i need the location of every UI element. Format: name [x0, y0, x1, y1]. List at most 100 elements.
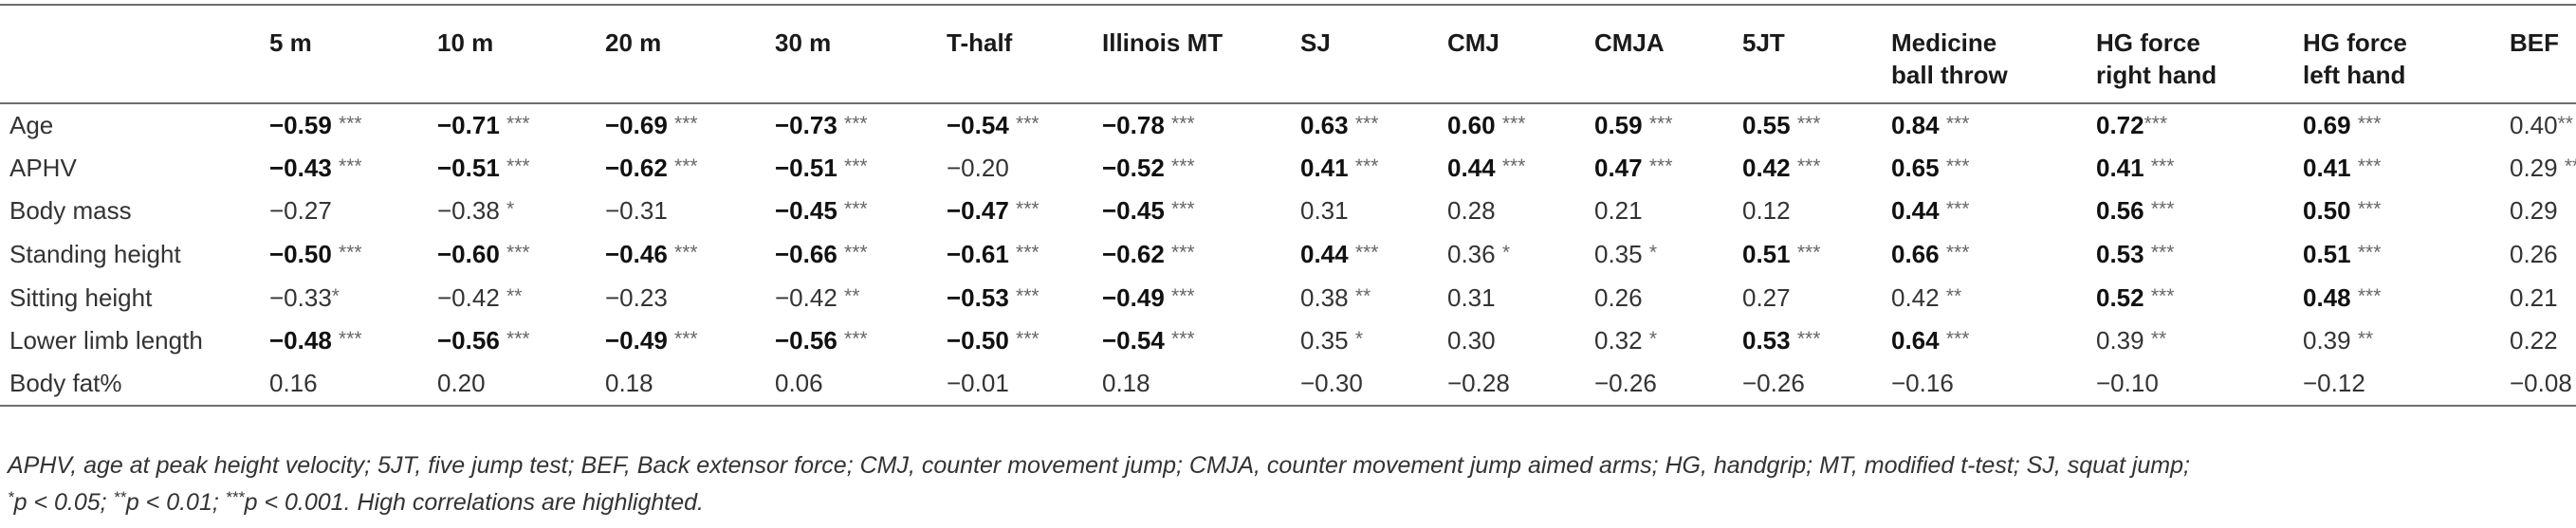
significance-stars: *** — [339, 242, 362, 264]
table-row: Standing height −0.50 *** −0.60 *** −0.46 *… — [0, 233, 2576, 277]
significance-stars: *** — [506, 155, 530, 177]
table-cell: 0.31 — [1447, 276, 1594, 319]
significance-stars: *** — [1354, 242, 1379, 264]
significance-stars: *** — [339, 328, 362, 351]
cell-value: −0.71 — [437, 110, 500, 139]
table-cell: 0.59 *** — [1594, 103, 1742, 147]
significance-stars: *** — [2150, 198, 2175, 221]
table-cell: 0.41 *** — [2303, 147, 2510, 191]
significance-stars: *** — [1796, 328, 1821, 351]
table-cell: −0.62 *** — [605, 147, 775, 191]
significance-stars: *** — [844, 242, 868, 264]
cell-value: 0.20 — [437, 369, 486, 398]
cell-value: 0.60 — [1447, 110, 1496, 139]
table-cell: 0.50 *** — [2303, 190, 2510, 233]
table-cell: 0.69 *** — [2303, 103, 2510, 147]
significance-stars: ** — [2557, 112, 2573, 135]
significance-stars: * — [1354, 328, 1364, 351]
cell-value: 0.31 — [1447, 282, 1496, 312]
table-cell: 0.36 * — [1447, 233, 1594, 277]
footnote-star-2: ** — [113, 488, 126, 506]
table-cell: 0.18 — [605, 363, 775, 407]
column-header-line: 20 m — [605, 28, 662, 57]
cell-value: −0.50 — [947, 326, 1009, 355]
cell-value: 0.40 — [2510, 110, 2558, 139]
significance-stars: * — [1648, 328, 1658, 351]
table-cell: −0.60 *** — [437, 233, 605, 277]
cell-value: −0.54 — [947, 110, 1009, 139]
cell-value: 0.66 — [1891, 240, 1940, 269]
significance-stars: * — [331, 284, 340, 307]
table-cell: −0.56 *** — [775, 319, 947, 363]
table-cell: 0.26 — [1594, 276, 1742, 319]
table-cell: 0.52 *** — [2096, 276, 2303, 319]
table-cell: −0.50 *** — [269, 233, 437, 277]
table-cell: 0.48 *** — [2303, 276, 2510, 319]
column-header: T-half — [947, 5, 1102, 103]
cell-value: 0.44 — [1447, 153, 1496, 182]
row-label: Standing height — [9, 240, 181, 269]
cell-value: 0.21 — [2510, 282, 2558, 312]
cell-value: 0.31 — [1300, 196, 1349, 226]
column-header: Illinois MT — [1102, 5, 1300, 103]
table-cell: −0.01 — [947, 363, 1102, 407]
table-cell: 0.29 — [2510, 190, 2576, 233]
significance-stars: *** — [1171, 198, 1195, 221]
table-cell: 0.20 — [437, 363, 605, 407]
table-cell: 0.22 — [2510, 319, 2576, 363]
cell-value: 0.06 — [775, 369, 823, 398]
significance-stars: ** — [2357, 328, 2374, 351]
significance-stars: *** — [844, 112, 868, 135]
cell-value: 0.22 — [2510, 326, 2558, 355]
table-cell: 0.44 *** — [1300, 233, 1447, 277]
cell-value: 0.29 — [2510, 196, 2558, 226]
cell-value: −0.01 — [947, 369, 1009, 398]
table-cell: −0.53 *** — [947, 276, 1102, 319]
significance-stars: *** — [1171, 155, 1195, 177]
significance-stars: ** — [1354, 284, 1371, 307]
cell-value: −0.73 — [775, 110, 837, 139]
table-cell: −0.56 *** — [437, 319, 605, 363]
cell-value: −0.52 — [1102, 153, 1165, 182]
table-cell: −0.78 *** — [1102, 103, 1300, 147]
table-cell: −0.26 — [1742, 363, 1891, 407]
cell-value: −0.27 — [269, 196, 332, 226]
cell-value: −0.12 — [2303, 369, 2365, 398]
significance-stars: *** — [2357, 242, 2382, 264]
significance-stars: *** — [844, 328, 868, 351]
row-label: Age — [9, 110, 54, 139]
table-cell: −0.30 — [1300, 363, 1447, 407]
corner-cell — [0, 5, 269, 103]
footnote-p2: p < 0.01; — [125, 489, 226, 516]
cell-value: −0.47 — [947, 196, 1009, 226]
column-header-line: left hand — [2303, 61, 2406, 89]
column-header-line: CMJ — [1447, 28, 1500, 57]
significance-stars: *** — [2357, 112, 2382, 135]
table-cell: −0.54 *** — [1102, 319, 1300, 363]
cell-value: −0.20 — [947, 153, 1009, 182]
cell-value: −0.51 — [437, 153, 500, 182]
cell-value: 0.41 — [1300, 153, 1349, 182]
cell-value: −0.69 — [605, 110, 668, 139]
cell-value: 0.35 — [1594, 240, 1643, 269]
cell-value: 0.55 — [1742, 110, 1791, 139]
cell-value: 0.29 — [2510, 153, 2558, 182]
cell-value: 0.52 — [2096, 282, 2144, 312]
table-cell: −0.45 *** — [1102, 190, 1300, 233]
table-cell: −0.43 *** — [269, 147, 437, 191]
cell-value: 0.53 — [2096, 240, 2144, 269]
cell-value: 0.47 — [1594, 153, 1643, 182]
cell-value: 0.69 — [2303, 110, 2351, 139]
table-cell: −0.46 *** — [605, 233, 775, 277]
table-cell: 0.30 — [1447, 319, 1594, 363]
cell-value: −0.45 — [775, 196, 837, 226]
cell-value: 0.26 — [2510, 240, 2558, 269]
table-cell: 0.41 *** — [2096, 147, 2303, 191]
table-cell: 0.66 *** — [1891, 233, 2096, 277]
table-footnote: APHV, age at peak height velocity; 5JT, … — [8, 449, 2559, 519]
significance-stars: *** — [1354, 112, 1379, 135]
footnote-abbreviations: APHV, age at peak height velocity; 5JT, … — [8, 452, 2190, 479]
significance-stars: *** — [339, 112, 362, 135]
significance-stars: *** — [1016, 328, 1040, 351]
column-header-line: Illinois MT — [1102, 28, 1224, 57]
